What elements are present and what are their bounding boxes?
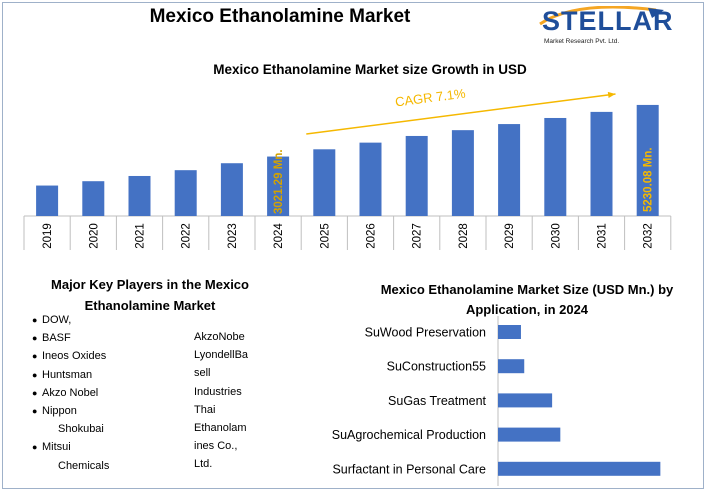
player-line: Ltd. xyxy=(194,458,213,471)
cagr-label: CAGR 7.1% xyxy=(394,86,467,110)
player-item: ● Ineos Oxides xyxy=(32,350,107,363)
player-line: LyondellBa xyxy=(194,349,249,362)
x-tick-label: 2029 xyxy=(504,223,516,249)
x-tick-label: 2021 xyxy=(135,223,147,249)
x-tick-label: 2031 xyxy=(597,223,609,249)
hbar-0 xyxy=(498,325,521,339)
player-line: ines Co., xyxy=(194,440,238,453)
player-name: BASF xyxy=(42,332,71,345)
player-name: Nippon xyxy=(42,405,77,418)
player-name: Huntsman xyxy=(42,368,93,381)
y-tick-label: SuAgrochemical Production xyxy=(332,428,486,442)
players-list-right: AkzoNobe LyondellBa sell Industries Thai… xyxy=(194,328,264,474)
player-line: Ethanolam xyxy=(194,422,247,435)
cagr-arrow-head-icon xyxy=(607,91,616,99)
player-name: Mitsui xyxy=(42,441,71,454)
player-line: sell xyxy=(194,367,211,380)
logo-wordmark: STELLAR xyxy=(542,6,674,36)
player-line: Industries xyxy=(194,385,242,398)
value-annotation-2032: 5230.08 Mn. xyxy=(643,147,655,212)
player-item: ● BASF xyxy=(32,332,71,345)
x-tick-label: 2024 xyxy=(273,223,285,249)
hbar-1 xyxy=(498,359,525,374)
x-tick-label: 2026 xyxy=(366,223,378,249)
bar-2028 xyxy=(451,130,474,216)
value-annotation-2024: 3021.29 Mn. xyxy=(273,149,285,214)
x-tick-label: 2032 xyxy=(643,223,655,249)
player-item: ● DOW, xyxy=(32,314,72,326)
y-tick-label: Surfactant in Personal Care xyxy=(332,462,486,476)
player-name: Ineos Oxides xyxy=(42,350,107,363)
bar-2024 xyxy=(267,156,290,216)
x-tick-label: 2027 xyxy=(412,223,424,249)
player-name: Akzo Nobel xyxy=(42,386,99,399)
players-title: Major Key Players in the Mexico Ethanola… xyxy=(30,274,270,316)
main-title: Mexico Ethanolamine Market xyxy=(149,6,411,27)
x-tick-label: 2023 xyxy=(227,223,239,249)
x-tick-label: 2030 xyxy=(550,223,562,249)
growth-chart-title: Mexico Ethanolamine Market size Growth i… xyxy=(213,62,527,77)
y-tick-label: SuConstruction55 xyxy=(387,360,486,374)
player-line: AkzoNobe xyxy=(194,331,245,343)
hbar-3 xyxy=(498,427,561,442)
x-tick-label: 2022 xyxy=(181,223,193,249)
application-chart-title: Mexico Ethanolamine Market Size (USD Mn.… xyxy=(380,282,674,317)
player-line: Thai xyxy=(194,403,216,416)
logo-tagline: Market Research Pvt. Ltd. xyxy=(544,38,620,45)
x-tick-label: 2028 xyxy=(458,223,470,249)
bar-2020 xyxy=(82,181,105,216)
bar-2030 xyxy=(544,117,567,216)
players-title-line1: Major Key Players in the Mexico xyxy=(51,277,249,292)
x-tick-label: 2019 xyxy=(42,223,54,249)
bar-2029 xyxy=(498,124,521,216)
growth-bar-chart: 2019 2020 2021 2022 2023 2024 2025 2026 2027 2028… xyxy=(23,86,672,250)
bar-2023 xyxy=(220,163,243,216)
hbar-4 xyxy=(498,461,661,476)
bar-2021 xyxy=(128,175,151,216)
cagr-arrow-line xyxy=(306,93,616,135)
player-item: ● Huntsman xyxy=(32,368,93,381)
player-name-cont: Shokubai xyxy=(58,423,104,436)
y-tick-label: SuGas Treatment xyxy=(388,394,486,408)
bar-2031 xyxy=(590,111,613,216)
bar-2032 xyxy=(636,104,659,216)
player-name-cont: Chemicals xyxy=(58,459,110,472)
logo-swoosh-icon xyxy=(539,6,664,26)
x-tick-label: 2025 xyxy=(319,223,331,249)
bar-2026 xyxy=(359,142,382,216)
bar-2025 xyxy=(313,149,336,216)
application-bar-chart: SuWood Preservation SuConstruction55 SuGas… xyxy=(332,316,661,486)
bar-2022 xyxy=(174,170,197,216)
player-item: ● Akzo Nobel xyxy=(32,386,99,399)
x-tick-label: 2020 xyxy=(88,223,100,249)
players-title-line2: Ethanolamine Market xyxy=(84,298,216,313)
player-item: ● Nippon Shokubai xyxy=(32,402,182,438)
player-item: ● Mitsui Chemicals xyxy=(32,438,182,474)
stellar-logo: STELLAR Market Research Pvt. Ltd. xyxy=(536,6,686,50)
hbar-2 xyxy=(498,393,553,408)
player-name: DOW, xyxy=(42,314,72,326)
y-tick-label: SuWood Preservation xyxy=(365,326,486,340)
bar-2027 xyxy=(405,135,428,216)
players-list-left: ● DOW, ● BASF ● Ineos Oxides ● Huntsman ● Akz… xyxy=(32,311,182,475)
bar-2019 xyxy=(36,185,59,216)
